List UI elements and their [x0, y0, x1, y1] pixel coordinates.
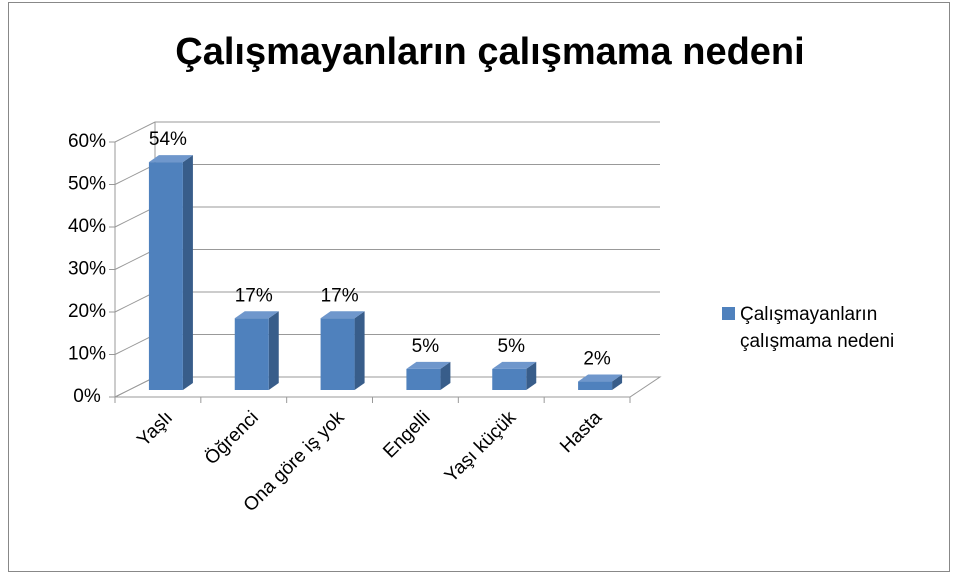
data-label: 5% [498, 336, 526, 357]
data-label: 17% [235, 285, 273, 306]
bar-side [354, 311, 365, 390]
bar-side [268, 311, 279, 390]
chart-title: Çalışmayanların çalışmama nedeni [175, 31, 804, 73]
bar-top [320, 311, 365, 319]
bar-side [526, 361, 537, 390]
legend-swatch [722, 307, 735, 320]
bar-top [148, 155, 193, 163]
grid-line [114, 121, 660, 143]
data-label: 2% [583, 349, 611, 370]
bar-top [234, 311, 279, 319]
legend-label: Çalışmayanların çalışmama nedeni [740, 304, 895, 352]
y-tick-label: 20% [68, 301, 106, 322]
y-tick-label: 50% [68, 174, 106, 195]
bar-side [612, 374, 623, 390]
bar-side [182, 155, 193, 390]
bar [148, 162, 183, 390]
bar [578, 381, 613, 390]
bar [234, 318, 269, 390]
bar-side [440, 361, 451, 390]
y-tick-label: 30% [68, 259, 106, 280]
data-label: 17% [321, 285, 359, 306]
data-label: 54% [149, 129, 187, 150]
bar [406, 368, 441, 390]
y-tick-label: 40% [68, 216, 106, 237]
bar [492, 368, 527, 390]
bar [320, 318, 355, 390]
bar-top [492, 361, 537, 369]
y-tick-label: 10% [68, 344, 106, 365]
y-tick-label: 0% [73, 386, 101, 407]
y-tick-label: 60% [68, 131, 106, 152]
data-label: 5% [412, 336, 440, 357]
bar-top [406, 361, 451, 369]
bar-top [578, 374, 623, 382]
